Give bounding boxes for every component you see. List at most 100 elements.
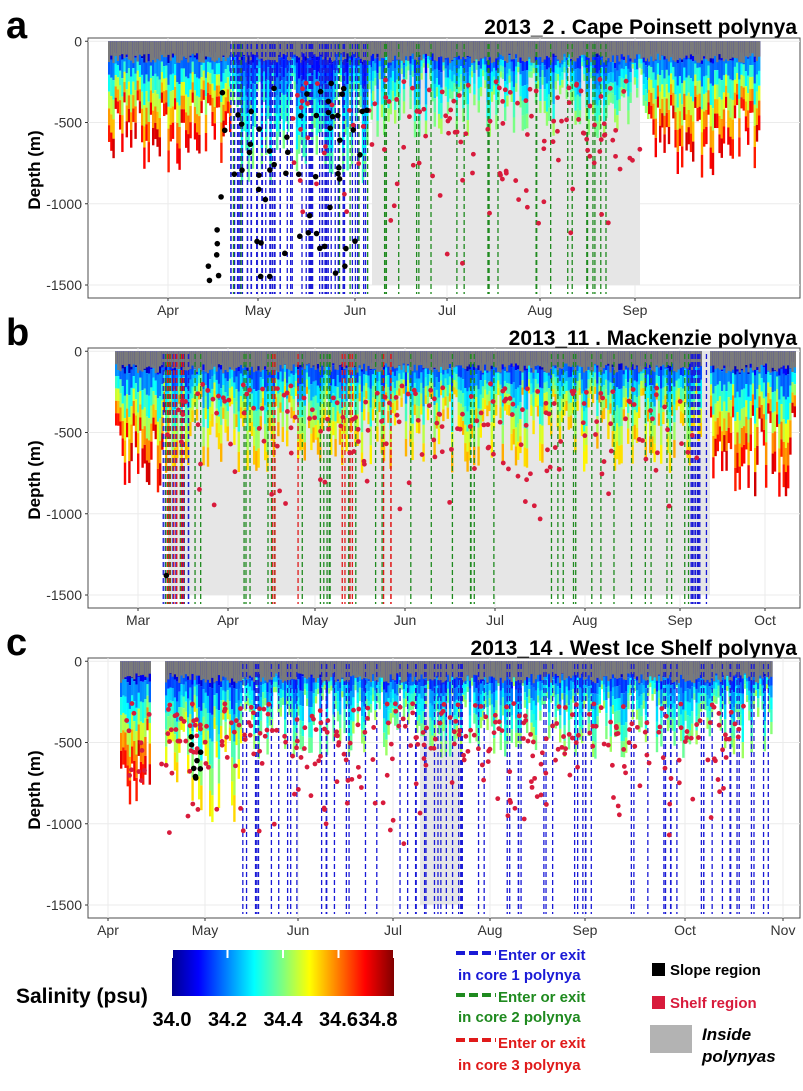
salinity-profile-segment [154, 123, 156, 139]
salinity-profile-segment [405, 439, 407, 457]
surface-cap [460, 41, 462, 59]
salinity-profile-segment [411, 406, 413, 424]
surface-cap [519, 41, 521, 57]
salinity-profile-segment [506, 404, 508, 415]
salinity-profile-segment [145, 124, 147, 141]
salinity-profile-segment [227, 426, 229, 441]
surface-cap [500, 41, 502, 54]
shelf-point [667, 504, 672, 509]
salinity-profile-segment [403, 372, 405, 379]
salinity-profile-segment [783, 397, 785, 420]
surface-cap [734, 41, 736, 58]
salinity-profile-segment [427, 374, 429, 385]
surface-cap [310, 351, 312, 368]
shelf-point [535, 389, 540, 394]
salinity-profile-segment [312, 382, 314, 397]
salinity-profile-segment [683, 107, 685, 120]
salinity-profile-segment [466, 371, 468, 391]
surface-cap [117, 41, 119, 61]
salinity-profile-segment [141, 75, 143, 92]
salinity-profile-segment [650, 80, 652, 93]
salinity-profile-segment [682, 401, 684, 413]
salinity-profile-segment [225, 97, 227, 111]
shelf-point [610, 389, 615, 394]
shelf-point [382, 147, 387, 152]
salinity-profile-segment [412, 65, 414, 71]
shelf-point [216, 394, 221, 399]
surface-cap [121, 41, 123, 54]
slope-point [335, 113, 341, 119]
shelf-point [536, 221, 541, 226]
salinity-profile-segment [585, 370, 587, 389]
salinity-profile-segment [750, 401, 752, 418]
salinity-profile-segment [225, 111, 227, 125]
surface-cap [480, 41, 482, 58]
salinity-profile-segment [647, 398, 649, 410]
surface-cap [656, 351, 658, 365]
surface-cap [379, 41, 381, 61]
salinity-profile-segment [277, 422, 279, 436]
salinity-profile-segment [414, 404, 416, 415]
salinity-profile-segment [378, 402, 380, 412]
salinity-profile-segment [112, 100, 114, 119]
salinity-profile-segment [765, 374, 767, 397]
salinity-profile-segment [767, 372, 769, 382]
salinity-profile-segment [133, 401, 135, 413]
salinity-profile-segment [148, 374, 150, 396]
salinity-profile-segment [128, 417, 130, 439]
surface-cap [464, 351, 466, 369]
surface-cap [420, 351, 422, 365]
salinity-profile-segment [390, 78, 392, 90]
surface-cap [381, 41, 383, 58]
salinity-profile-segment [743, 370, 745, 389]
surface-cap [510, 351, 512, 363]
surface-cap [129, 661, 131, 676]
salinity-profile-segment [710, 63, 712, 84]
salinity-profile-segment [447, 78, 449, 90]
shelf-point [414, 109, 419, 114]
salinity-profile-segment [730, 384, 732, 400]
surface-cap [211, 41, 213, 60]
salinity-profile-segment [200, 89, 202, 101]
surface-cap [403, 41, 405, 63]
salinity-profile-segment [738, 60, 740, 79]
surface-cap [555, 41, 557, 55]
salinity-profile-segment [376, 73, 378, 89]
salinity-profile-segment [772, 372, 774, 392]
salinity-profile-segment [669, 372, 671, 392]
salinity-profile-segment [137, 81, 139, 91]
salinity-profile-segment [747, 93, 749, 110]
salinity-profile-segment [296, 63, 298, 85]
surface-cap [172, 41, 174, 53]
salinity-profile-segment [362, 160, 364, 184]
surface-cap [758, 41, 760, 56]
shelf-point [637, 147, 642, 152]
salinity-profile-segment [185, 130, 187, 148]
slope-point [218, 194, 224, 200]
surface-cap [400, 351, 402, 370]
salinity-profile-segment [473, 95, 475, 106]
salinity-profile-segment [135, 415, 137, 431]
salinity-profile-segment [754, 147, 756, 168]
salinity-profile-segment [707, 90, 709, 102]
salinity-profile-segment [207, 370, 209, 389]
salinity-profile-segment [570, 403, 572, 416]
salinity-profile-segment [414, 373, 416, 384]
shelf-point [383, 78, 388, 83]
surface-cap [213, 351, 215, 366]
salinity-profile-segment [360, 96, 362, 107]
salinity-profile-segment [445, 60, 447, 69]
salinity-profile-segment [466, 391, 468, 411]
salinity-profile-segment [198, 97, 200, 116]
panel-letter-c: c [6, 622, 27, 664]
salinity-profile-segment [135, 367, 137, 383]
salinity-profile-segment [425, 89, 427, 105]
surface-cap [488, 351, 490, 371]
salinity-profile-segment [756, 91, 758, 108]
salinity-profile-segment [736, 412, 738, 432]
shelf-point [438, 193, 443, 198]
salinity-profile-segment [522, 101, 524, 116]
salinity-profile-segment [596, 90, 598, 106]
salinity-profile-segment [745, 71, 747, 86]
salinity-profile-segment [745, 433, 747, 449]
